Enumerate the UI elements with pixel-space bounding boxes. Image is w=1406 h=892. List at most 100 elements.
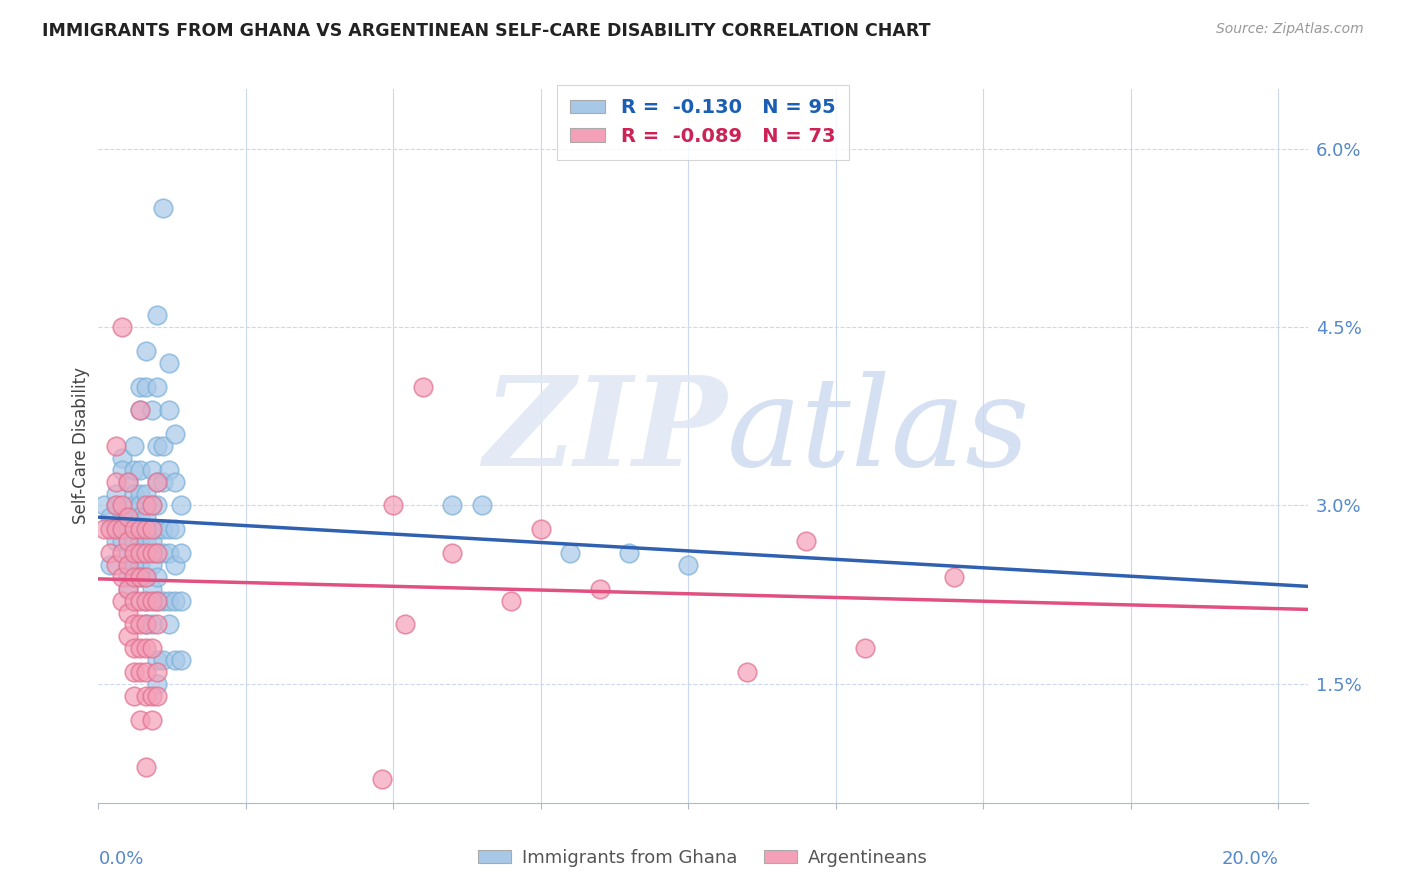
Point bbox=[135, 570, 157, 584]
Point bbox=[135, 689, 157, 703]
Point bbox=[441, 499, 464, 513]
Point bbox=[619, 546, 641, 560]
Point bbox=[152, 522, 174, 536]
Point bbox=[105, 486, 128, 500]
Point bbox=[853, 641, 876, 656]
Point bbox=[117, 582, 139, 596]
Point bbox=[122, 510, 145, 524]
Point bbox=[135, 546, 157, 560]
Point bbox=[122, 499, 145, 513]
Point bbox=[165, 475, 187, 489]
Point bbox=[98, 510, 121, 524]
Point bbox=[735, 665, 758, 679]
Point bbox=[146, 475, 169, 489]
Point bbox=[128, 379, 150, 393]
Point bbox=[152, 653, 174, 667]
Point bbox=[135, 510, 157, 524]
Point bbox=[165, 522, 187, 536]
Point bbox=[165, 653, 187, 667]
Point bbox=[128, 499, 150, 513]
Point bbox=[146, 379, 169, 393]
Point bbox=[135, 617, 157, 632]
Text: 20.0%: 20.0% bbox=[1222, 850, 1278, 869]
Point bbox=[135, 546, 157, 560]
Point bbox=[135, 760, 157, 774]
Point bbox=[152, 439, 174, 453]
Point bbox=[141, 617, 163, 632]
Point bbox=[128, 641, 150, 656]
Point bbox=[141, 641, 163, 656]
Point bbox=[170, 499, 193, 513]
Point bbox=[117, 534, 139, 549]
Point bbox=[412, 379, 434, 393]
Point bbox=[117, 606, 139, 620]
Text: Source: ZipAtlas.com: Source: ZipAtlas.com bbox=[1216, 22, 1364, 37]
Point bbox=[122, 641, 145, 656]
Point bbox=[135, 641, 157, 656]
Point bbox=[111, 522, 134, 536]
Point bbox=[146, 617, 169, 632]
Point bbox=[146, 546, 169, 560]
Y-axis label: Self-Care Disability: Self-Care Disability bbox=[72, 368, 90, 524]
Point bbox=[141, 499, 163, 513]
Point bbox=[141, 689, 163, 703]
Point bbox=[141, 593, 163, 607]
Point bbox=[165, 558, 187, 572]
Point bbox=[135, 534, 157, 549]
Point bbox=[111, 522, 134, 536]
Point bbox=[146, 665, 169, 679]
Point bbox=[152, 475, 174, 489]
Point bbox=[135, 522, 157, 536]
Point bbox=[105, 558, 128, 572]
Point bbox=[117, 629, 139, 643]
Point bbox=[135, 499, 157, 513]
Point bbox=[122, 593, 145, 607]
Text: ZIP: ZIP bbox=[484, 371, 727, 492]
Point bbox=[146, 499, 169, 513]
Point bbox=[157, 617, 180, 632]
Point bbox=[152, 201, 174, 215]
Point bbox=[146, 522, 169, 536]
Point bbox=[105, 522, 128, 536]
Point bbox=[111, 510, 134, 524]
Point bbox=[122, 463, 145, 477]
Point bbox=[135, 617, 157, 632]
Point bbox=[441, 546, 464, 560]
Point bbox=[135, 593, 157, 607]
Point bbox=[122, 570, 145, 584]
Point bbox=[128, 570, 150, 584]
Point bbox=[146, 439, 169, 453]
Point bbox=[942, 570, 965, 584]
Point bbox=[105, 475, 128, 489]
Point bbox=[111, 593, 134, 607]
Point bbox=[105, 499, 128, 513]
Point bbox=[157, 403, 180, 417]
Point bbox=[146, 570, 169, 584]
Point bbox=[122, 665, 145, 679]
Point bbox=[530, 522, 553, 536]
Point bbox=[146, 689, 169, 703]
Point bbox=[105, 499, 128, 513]
Point bbox=[117, 475, 139, 489]
Point bbox=[128, 403, 150, 417]
Point bbox=[560, 546, 582, 560]
Point bbox=[370, 772, 392, 786]
Point bbox=[146, 653, 169, 667]
Point bbox=[117, 582, 139, 596]
Point bbox=[170, 653, 193, 667]
Point bbox=[122, 546, 145, 560]
Point bbox=[141, 463, 163, 477]
Point bbox=[128, 534, 150, 549]
Text: IMMIGRANTS FROM GHANA VS ARGENTINEAN SELF-CARE DISABILITY CORRELATION CHART: IMMIGRANTS FROM GHANA VS ARGENTINEAN SEL… bbox=[42, 22, 931, 40]
Point bbox=[157, 546, 180, 560]
Point bbox=[117, 475, 139, 489]
Point bbox=[117, 546, 139, 560]
Point bbox=[122, 522, 145, 536]
Point bbox=[122, 522, 145, 536]
Point bbox=[128, 522, 150, 536]
Point bbox=[589, 582, 612, 596]
Point bbox=[122, 689, 145, 703]
Point bbox=[122, 534, 145, 549]
Point bbox=[111, 570, 134, 584]
Point bbox=[117, 558, 139, 572]
